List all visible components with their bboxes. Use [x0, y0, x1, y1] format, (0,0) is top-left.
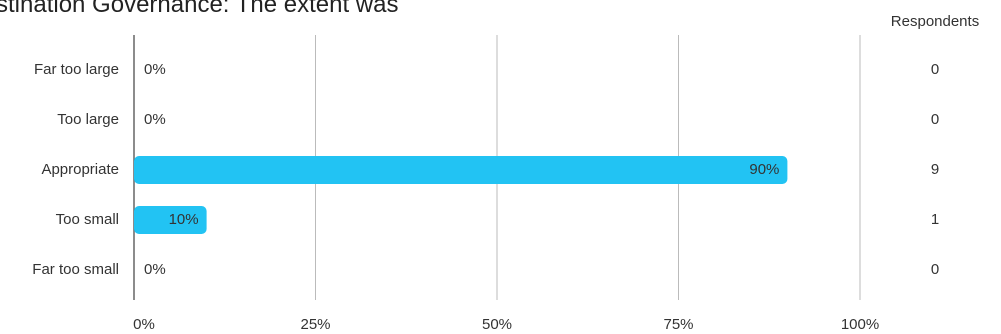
- value-label: 0%: [144, 61, 166, 78]
- bar: [134, 156, 788, 184]
- chart-title: stination Governance: The extent was: [0, 0, 398, 18]
- respondent-count: 0: [931, 261, 939, 278]
- y-tick-label: Too large: [57, 111, 119, 128]
- respondent-count: 9: [931, 161, 939, 178]
- respondent-count: 1: [931, 211, 939, 228]
- y-tick-label: Far too small: [32, 261, 119, 278]
- y-tick-label: Appropriate: [41, 161, 119, 178]
- x-tick-label: 75%: [663, 316, 693, 333]
- value-label: 10%: [169, 211, 199, 228]
- value-label: 90%: [749, 161, 779, 178]
- value-label: 0%: [144, 261, 166, 278]
- x-tick-label: 25%: [300, 316, 330, 333]
- respondents-header: Respondents: [891, 13, 979, 30]
- value-label: 0%: [144, 111, 166, 128]
- respondent-count: 0: [931, 111, 939, 128]
- respondent-count: 0: [931, 61, 939, 78]
- x-tick-label: 100%: [841, 316, 879, 333]
- x-tick-label: 0%: [133, 316, 155, 333]
- x-tick-label: 50%: [482, 316, 512, 333]
- y-tick-label: Too small: [56, 211, 119, 228]
- bar: [134, 206, 207, 234]
- y-tick-label: Far too large: [34, 61, 119, 78]
